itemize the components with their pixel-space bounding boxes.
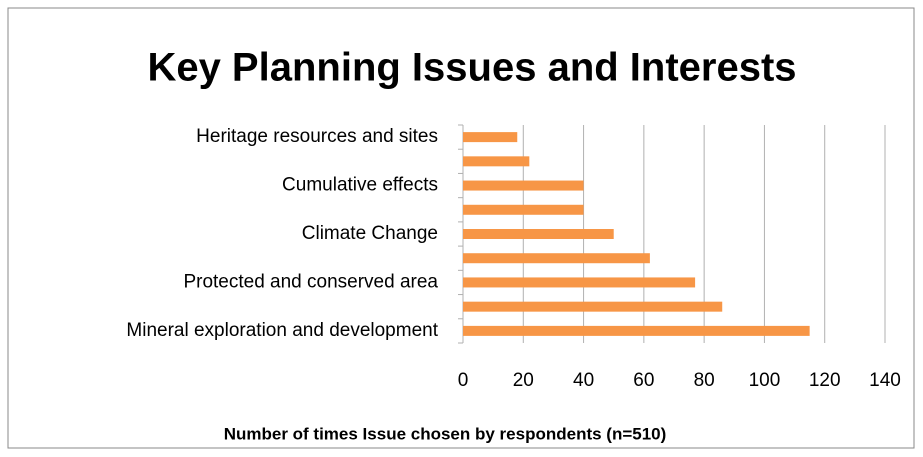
bar — [463, 132, 518, 143]
bar — [463, 277, 696, 288]
y-tick-label: Heritage resources and sites — [196, 126, 438, 147]
bar — [463, 229, 614, 239]
bar — [463, 180, 584, 191]
bar — [463, 301, 723, 312]
x-tick-label: 80 — [694, 370, 715, 391]
x-tick-label: 20 — [513, 370, 534, 391]
y-tick-label: Mineral exploration and development — [126, 320, 438, 341]
chart-border — [7, 7, 915, 449]
x-tick-label: 100 — [749, 370, 781, 391]
bar — [463, 204, 584, 215]
y-tick-label: Climate Change — [302, 223, 438, 244]
bar — [463, 156, 530, 167]
x-tick-label: 60 — [633, 370, 654, 391]
x-tick-label: 140 — [869, 370, 901, 391]
x-tick-label: 120 — [809, 370, 841, 391]
y-tick-label: Protected and conserved area — [183, 271, 438, 292]
y-tick-label: Cumulative effects — [282, 175, 438, 196]
x-axis-title: Number of times Issue chosen by responde… — [224, 424, 667, 443]
bar — [463, 325, 810, 336]
x-tick-label: 40 — [573, 370, 594, 391]
bar — [463, 253, 650, 264]
chart-title: Key Planning Issues and Interests — [147, 46, 796, 90]
x-tick-label: 0 — [458, 370, 469, 391]
